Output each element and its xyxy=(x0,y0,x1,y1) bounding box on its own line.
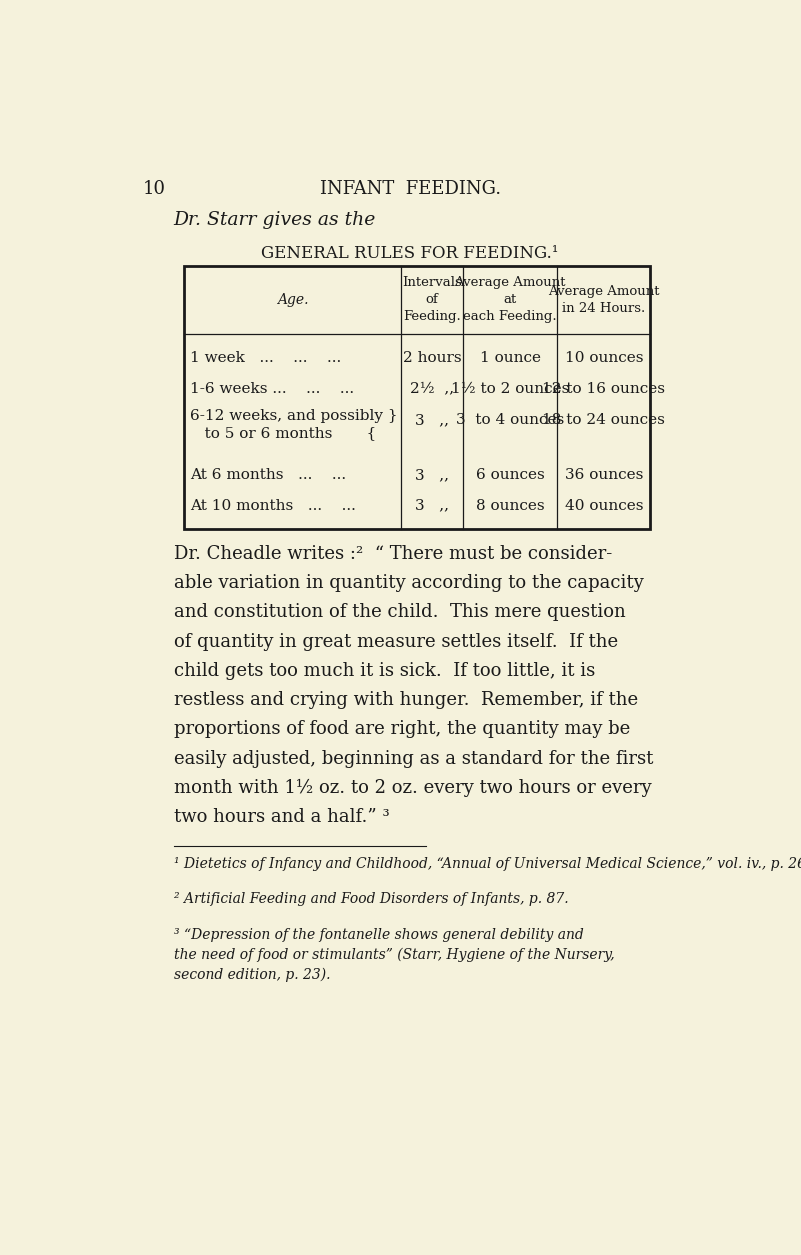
Text: restless and crying with hunger.  Remember, if the: restless and crying with hunger. Remembe… xyxy=(174,692,638,709)
Text: Age.: Age. xyxy=(276,292,308,307)
Bar xyxy=(183,266,650,530)
Text: 3  to 4 ounces: 3 to 4 ounces xyxy=(456,413,564,427)
Text: proportions of food are right, the quantity may be: proportions of food are right, the quant… xyxy=(174,720,630,738)
Text: Dr. Cheadle writes :²  “ There must be consider-: Dr. Cheadle writes :² “ There must be co… xyxy=(174,545,612,562)
Text: Average Amount
at
each Feeding.: Average Amount at each Feeding. xyxy=(454,276,566,324)
Text: two hours and a half.” ³: two hours and a half.” ³ xyxy=(174,808,389,826)
Text: and constitution of the child.  This mere question: and constitution of the child. This mere… xyxy=(174,604,626,621)
Text: month with 1½ oz. to 2 oz. every two hours or every: month with 1½ oz. to 2 oz. every two hou… xyxy=(174,779,651,797)
Text: Intervals
of
Feeding.: Intervals of Feeding. xyxy=(402,276,461,324)
Text: INFANT  FEEDING.: INFANT FEEDING. xyxy=(320,179,501,198)
Text: 10: 10 xyxy=(143,179,166,198)
Text: 10 ounces: 10 ounces xyxy=(565,351,643,365)
Text: 1-6 weeks ...    ...    ...: 1-6 weeks ... ... ... xyxy=(190,382,354,395)
Text: 8 ounces: 8 ounces xyxy=(476,498,545,512)
Text: ² Artificial Feeding and Food Disorders of Infants, p. 87.: ² Artificial Feeding and Food Disorders … xyxy=(174,892,569,906)
Text: 6-12 weeks, and possibly }: 6-12 weeks, and possibly } xyxy=(190,409,397,423)
Text: At 10 months   ...    ...: At 10 months ... ... xyxy=(190,498,356,512)
Text: 18 to 24 ounces: 18 to 24 ounces xyxy=(542,413,666,427)
Text: second edition, p. 23).: second edition, p. 23). xyxy=(174,968,330,981)
Text: to 5 or 6 months       {: to 5 or 6 months { xyxy=(190,427,376,441)
Text: ³ “Depression of the fontanelle shows general debility and: ³ “Depression of the fontanelle shows ge… xyxy=(174,927,583,941)
Text: 12 to 16 ounces: 12 to 16 ounces xyxy=(542,382,666,395)
Text: able variation in quantity according to the capacity: able variation in quantity according to … xyxy=(174,574,643,592)
Text: 3   ,,: 3 ,, xyxy=(415,413,449,427)
Text: 3   ,,: 3 ,, xyxy=(415,468,449,482)
Text: 36 ounces: 36 ounces xyxy=(565,468,643,482)
Text: 6 ounces: 6 ounces xyxy=(476,468,545,482)
Text: 2 hours: 2 hours xyxy=(403,351,461,365)
Text: 40 ounces: 40 ounces xyxy=(565,498,643,512)
Text: Dr. Starr gives as the: Dr. Starr gives as the xyxy=(174,211,376,228)
Text: of quantity in great measure settles itself.  If the: of quantity in great measure settles its… xyxy=(174,633,618,650)
Text: 2½  ,,: 2½ ,, xyxy=(410,382,454,395)
Text: Average Amount
in 24 Hours.: Average Amount in 24 Hours. xyxy=(548,285,660,315)
Text: child gets too much it is sick.  If too little, it is: child gets too much it is sick. If too l… xyxy=(174,661,595,680)
Text: 3   ,,: 3 ,, xyxy=(415,498,449,512)
Text: the need of food or stimulants” (Starr, Hygiene of the Nursery,: the need of food or stimulants” (Starr, … xyxy=(174,948,614,961)
Text: GENERAL RULES FOR FEEDING.¹: GENERAL RULES FOR FEEDING.¹ xyxy=(261,245,559,261)
Text: 1½ to 2 ounces: 1½ to 2 ounces xyxy=(451,382,570,395)
Text: 1 week   ...    ...    ...: 1 week ... ... ... xyxy=(190,351,341,365)
Text: At 6 months   ...    ...: At 6 months ... ... xyxy=(190,468,346,482)
Text: 1 ounce: 1 ounce xyxy=(480,351,541,365)
Text: easily adjusted, beginning as a standard for the first: easily adjusted, beginning as a standard… xyxy=(174,749,653,768)
Text: ¹ Dietetics of Infancy and Childhood, “Annual of Universal Medical Science,” vol: ¹ Dietetics of Infancy and Childhood, “A… xyxy=(174,857,801,871)
